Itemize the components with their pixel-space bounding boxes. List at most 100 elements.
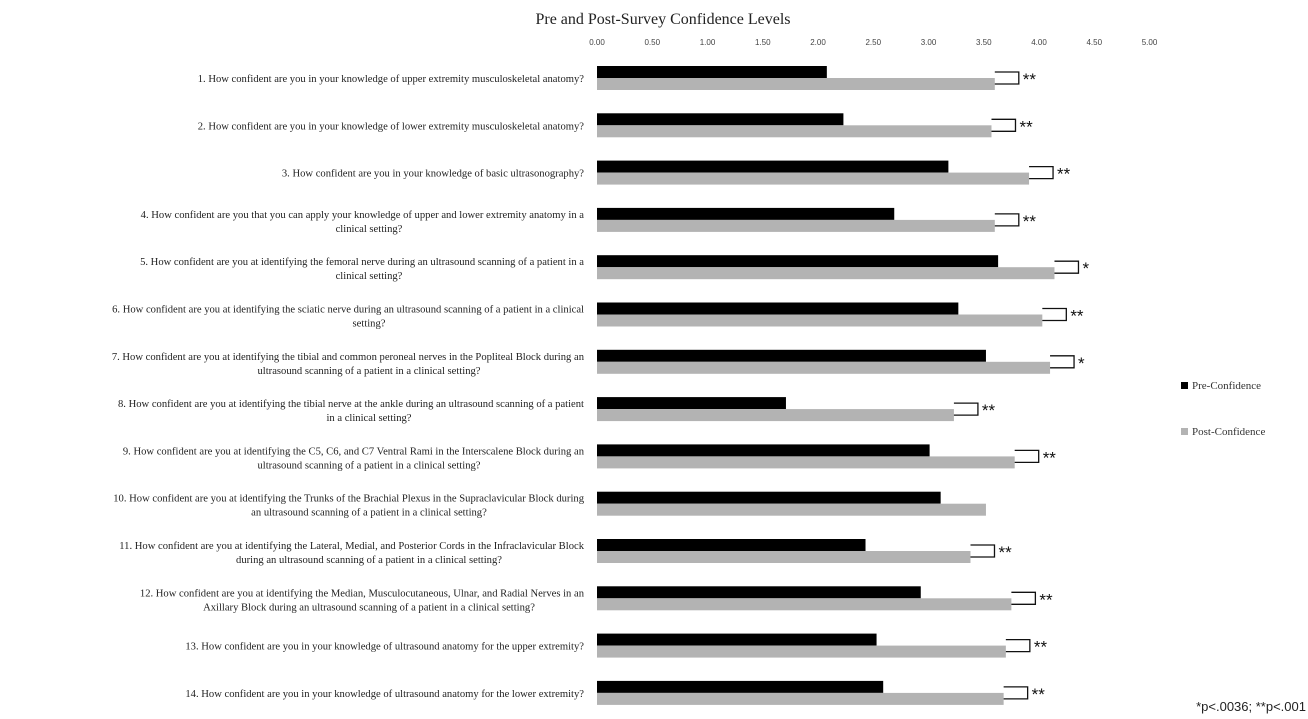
significance-marker: ** — [1043, 448, 1057, 467]
significance-marker: ** — [998, 543, 1012, 562]
significance-marker: ** — [1039, 590, 1053, 609]
significance-bracket — [991, 118, 1017, 132]
question-label: 14. How confident are you in your knowle… — [185, 689, 584, 700]
bar-post-confidence — [597, 456, 1015, 469]
bar-post-confidence — [597, 314, 1043, 327]
bar-post-confidence — [597, 361, 1051, 374]
question-label: 10. How confident are you at identifying… — [113, 494, 584, 505]
question-label: clinical setting? — [336, 224, 403, 235]
bar-pre-confidence — [597, 680, 884, 693]
significance-marker: ** — [1057, 165, 1071, 184]
question-label: ultrasound scanning of a patient in a cl… — [258, 366, 481, 377]
bar-pre-confidence — [597, 66, 827, 78]
bar-pre-confidence — [597, 160, 949, 173]
significance-markers: ************************ — [953, 70, 1089, 704]
x-tick-label: 2.50 — [865, 38, 881, 47]
significance-bracket — [1005, 638, 1031, 653]
bar-post-confidence — [597, 551, 971, 563]
x-tick-label: 0.00 — [589, 38, 605, 47]
bar-pre-confidence — [597, 255, 999, 268]
legend-label-post: Post-Confidence — [1192, 426, 1265, 438]
question-label: clinical setting? — [336, 271, 403, 282]
significance-marker: ** — [1032, 685, 1046, 704]
significance-marker: ** — [1023, 212, 1037, 231]
bar-pre-confidence — [597, 397, 786, 410]
bar-post-confidence — [597, 267, 1055, 280]
question-label: an ultrasound scanning of a patient in a… — [251, 508, 487, 519]
significance-bracket — [1050, 355, 1075, 369]
question-label: during an ultrasound scanning of a patie… — [236, 555, 502, 566]
significance-marker: ** — [982, 401, 996, 420]
bar-pre-confidence — [597, 302, 959, 315]
x-tick-label: 3.00 — [921, 38, 937, 47]
significance-marker: ** — [1019, 117, 1033, 136]
question-label: ultrasound scanning of a patient in a cl… — [258, 460, 481, 471]
question-label: 4. How confident are you that you can ap… — [141, 210, 585, 221]
bar-post-confidence — [597, 598, 1012, 611]
bar-post-confidence — [597, 692, 1004, 705]
question-label: 11. How confident are you at identifying… — [119, 541, 584, 552]
significance-marker: ** — [1070, 307, 1084, 326]
legend: Pre-Confidence Post-Confidence — [1181, 380, 1265, 438]
question-label: 8. How confident are you at identifying … — [118, 399, 584, 410]
significance-bracket — [953, 402, 979, 416]
x-tick-label: 4.00 — [1031, 38, 1047, 47]
question-labels: 1. How confident are you in your knowled… — [112, 74, 585, 700]
significance-marker: * — [1082, 259, 1089, 278]
bar-post-confidence — [597, 219, 995, 232]
bar-post-confidence — [597, 172, 1030, 185]
bar-pre-confidence — [597, 633, 877, 646]
bar-pre-confidence — [597, 207, 895, 220]
x-tick-label: 1.50 — [755, 38, 771, 47]
question-label: in a clinical setting? — [326, 413, 411, 424]
question-label: Axillary Block during an ultrasound scan… — [203, 602, 535, 613]
bar-pre-confidence — [597, 539, 866, 551]
significance-footnote: *p<.0036; **p<.001 — [1196, 699, 1306, 714]
x-tick-label: 5.00 — [1142, 38, 1158, 47]
x-tick-label: 2.00 — [810, 38, 826, 47]
x-axis-ticks: 0.00 0.50 1.00 1.50 2.00 2.50 3.00 3.50 4.00 4.50… — [589, 38, 1158, 47]
bars — [597, 66, 1055, 705]
x-tick-label: 0.50 — [644, 38, 660, 47]
significance-bracket — [970, 544, 996, 558]
bar-post-confidence — [597, 78, 995, 90]
bar-pre-confidence — [597, 349, 986, 362]
significance-bracket — [994, 71, 1020, 85]
bar-post-confidence — [597, 125, 992, 138]
question-label: 1. How confident are you in your knowled… — [198, 74, 585, 85]
bar-pre-confidence — [597, 444, 930, 457]
bar-post-confidence — [597, 645, 1006, 658]
bar-pre-confidence — [597, 586, 921, 599]
question-label: 2. How confident are you in your knowled… — [198, 121, 585, 132]
significance-bracket — [1054, 260, 1080, 274]
x-tick-label: 1.00 — [700, 38, 716, 47]
question-label: setting? — [353, 319, 386, 330]
bar-pre-confidence — [597, 491, 941, 504]
bar-post-confidence — [597, 503, 986, 516]
legend-label-pre: Pre-Confidence — [1192, 380, 1261, 392]
question-label: 7. How confident are you at identifying … — [112, 352, 585, 363]
significance-marker: ** — [1023, 70, 1037, 89]
chart-title: Pre and Post-Survey Confidence Levels — [535, 11, 790, 28]
significance-bracket — [1042, 307, 1067, 322]
x-tick-label: 4.50 — [1086, 38, 1102, 47]
bar-pre-confidence — [597, 113, 844, 126]
question-label: 12. How confident are you at identifying… — [140, 588, 585, 599]
significance-bracket — [994, 213, 1020, 227]
x-tick-label: 3.50 — [976, 38, 992, 47]
significance-marker: * — [1078, 354, 1085, 373]
significance-bracket — [1014, 449, 1040, 464]
significance-bracket — [1011, 591, 1037, 605]
question-label: 5. How confident are you at identifying … — [140, 257, 584, 268]
legend-swatch-post — [1181, 428, 1188, 435]
legend-swatch-pre — [1181, 382, 1188, 389]
question-label: 9. How confident are you at identifying … — [123, 446, 585, 457]
significance-bracket — [1003, 686, 1029, 700]
bar-post-confidence — [597, 409, 954, 422]
question-label: 6. How confident are you at identifying … — [112, 305, 584, 316]
question-label: 3. How confident are you in your knowled… — [282, 169, 584, 180]
significance-marker: ** — [1034, 638, 1048, 657]
significance-bracket — [1029, 165, 1054, 180]
question-label: 13. How confident are you in your knowle… — [185, 642, 584, 653]
